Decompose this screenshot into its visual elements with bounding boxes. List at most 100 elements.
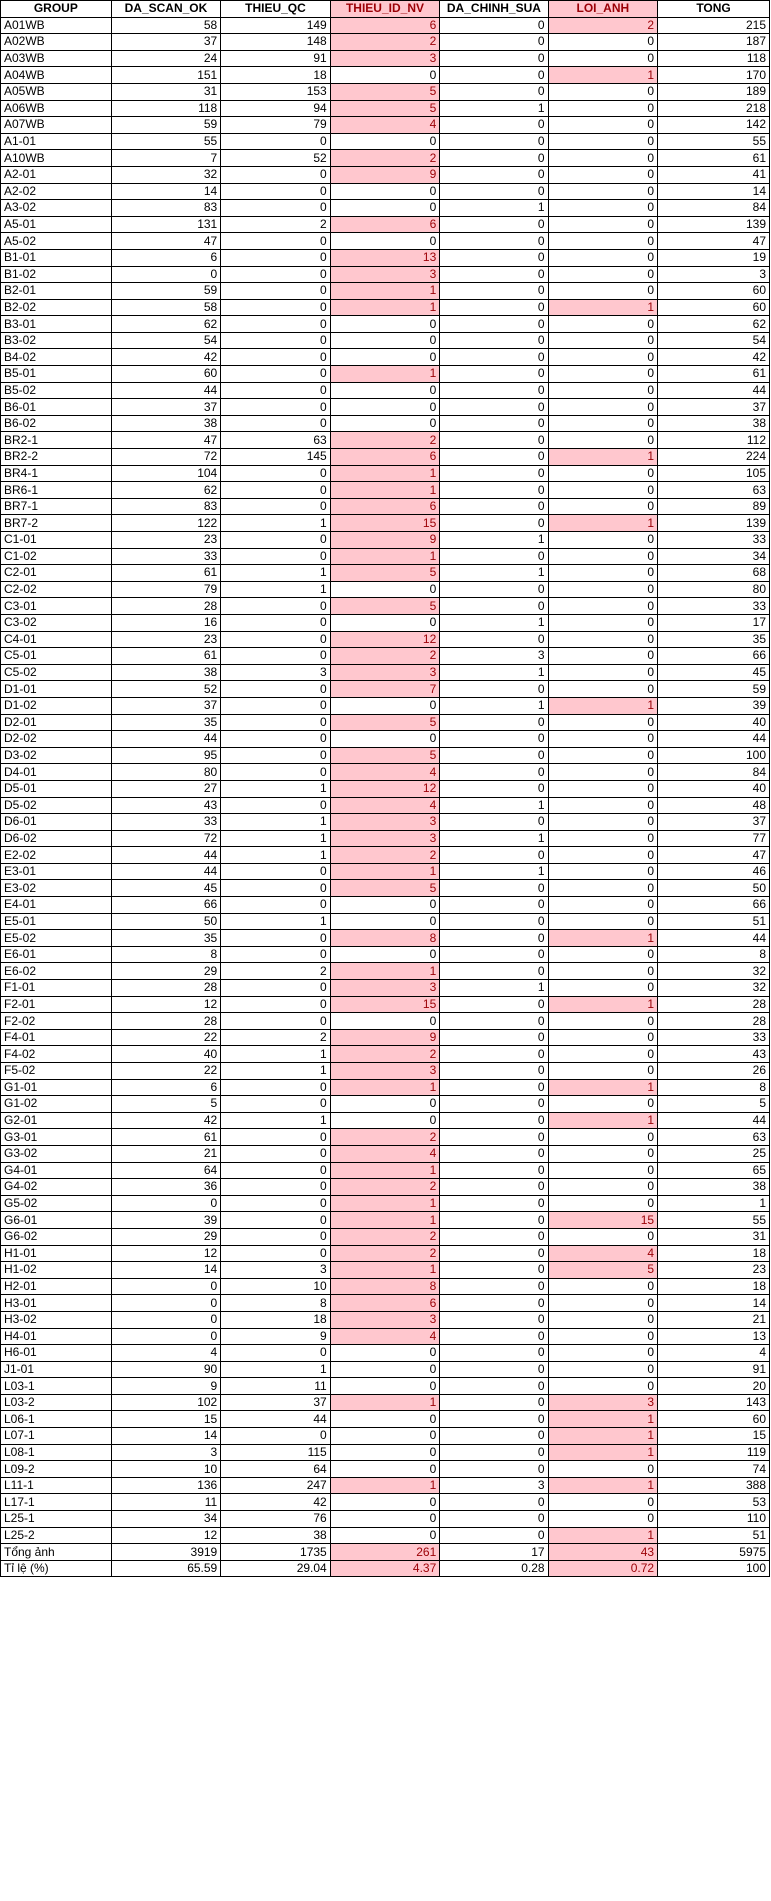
thieu-qc-cell[interactable]: 1 [220, 514, 331, 532]
loi-anh-cell[interactable]: 0 [547, 1095, 659, 1113]
thieu-id-nv-cell[interactable]: 4.37 [329, 1559, 441, 1578]
da-chinh-sua-cell[interactable]: 1 [439, 663, 549, 682]
loi-anh-cell[interactable]: 0 [547, 1460, 659, 1478]
loi-anh-cell[interactable]: 1 [547, 1526, 659, 1545]
thieu-id-nv-cell[interactable]: 2 [329, 1045, 441, 1063]
thieu-id-nv-cell[interactable]: 0 [329, 912, 441, 931]
group-cell[interactable]: C5-02 [0, 663, 112, 682]
group-cell[interactable]: BR7-1 [0, 497, 112, 516]
thieu-qc-cell[interactable]: 1 [220, 580, 331, 599]
tong-cell[interactable]: 63 [657, 1128, 770, 1146]
tong-cell[interactable]: 50 [657, 879, 770, 898]
thieu-qc-cell[interactable]: 0 [220, 1344, 331, 1362]
thieu-id-nv-cell[interactable]: 0 [329, 1095, 441, 1113]
da-scan-ok-cell[interactable]: 136 [110, 1476, 222, 1495]
thieu-id-nv-cell[interactable]: 0 [329, 414, 441, 433]
da-scan-ok-cell[interactable]: 37 [110, 696, 222, 715]
thieu-qc-cell[interactable]: 79 [220, 116, 331, 134]
tong-cell[interactable]: 18 [657, 1277, 770, 1296]
thieu-id-nv-cell[interactable]: 5 [329, 99, 441, 118]
tong-cell[interactable]: 21 [657, 1310, 770, 1329]
da-chinh-sua-cell[interactable]: 0 [439, 1161, 549, 1180]
loi-anh-cell[interactable]: 0 [547, 1493, 659, 1512]
thieu-qc-cell[interactable]: 0 [220, 730, 331, 748]
thieu-qc-cell[interactable]: 0 [220, 414, 331, 433]
loi-anh-cell[interactable]: 0 [547, 796, 659, 815]
da-chinh-sua-cell[interactable]: 0 [439, 132, 549, 151]
thieu-qc-cell[interactable]: 0 [220, 763, 331, 781]
tong-cell[interactable]: 38 [657, 1178, 770, 1196]
loi-anh-cell[interactable]: 0 [547, 746, 659, 765]
loi-anh-cell[interactable]: 5 [547, 1261, 659, 1279]
da-scan-ok-cell[interactable]: 21 [110, 1144, 222, 1163]
thieu-qc-cell[interactable]: 0 [220, 1128, 331, 1146]
group-cell[interactable]: L25-2 [0, 1526, 112, 1545]
thieu-id-nv-cell[interactable]: 3 [329, 663, 441, 682]
da-chinh-sua-cell[interactable]: 0 [439, 1211, 549, 1229]
thieu-qc-cell[interactable]: 0 [220, 630, 331, 649]
group-cell[interactable]: BR4-1 [0, 464, 112, 483]
group-cell[interactable]: L03-2 [0, 1393, 112, 1412]
thieu-qc-cell[interactable]: 3 [220, 1261, 331, 1279]
da-chinh-sua-cell[interactable]: 0 [439, 1377, 549, 1395]
da-scan-ok-cell[interactable]: 62 [110, 315, 222, 333]
thieu-qc-cell[interactable]: 0 [220, 929, 331, 947]
tong-cell[interactable]: 60 [657, 298, 770, 317]
tong-cell[interactable]: 53 [657, 1493, 770, 1512]
thieu-id-nv-cell[interactable]: 2 [329, 1178, 441, 1196]
da-chinh-sua-cell[interactable]: 0 [439, 597, 549, 615]
loi-anh-cell[interactable]: 0 [547, 331, 659, 350]
da-scan-ok-cell[interactable]: 27 [110, 779, 222, 798]
da-chinh-sua-cell[interactable]: 1 [439, 696, 549, 715]
tong-cell[interactable]: 17 [657, 613, 770, 632]
group-cell[interactable]: J1-01 [0, 1360, 112, 1379]
thieu-id-nv-cell[interactable]: 261 [329, 1543, 441, 1561]
da-scan-ok-cell[interactable]: 31 [110, 82, 222, 101]
da-scan-ok-cell[interactable]: 11 [110, 1493, 222, 1512]
thieu-qc-cell[interactable]: 0 [220, 182, 331, 201]
loi-anh-cell[interactable]: 1 [547, 1410, 659, 1429]
da-scan-ok-cell[interactable]: 66 [110, 896, 222, 914]
da-chinh-sua-cell[interactable]: 0 [439, 16, 549, 35]
group-cell[interactable]: B5-01 [0, 365, 112, 383]
thieu-id-nv-cell[interactable]: 0 [329, 315, 441, 333]
group-cell[interactable]: D4-01 [0, 763, 112, 781]
tong-cell[interactable]: 48 [657, 796, 770, 815]
da-chinh-sua-cell[interactable]: 0 [439, 929, 549, 947]
thieu-id-nv-cell[interactable]: 9 [329, 531, 441, 549]
group-cell[interactable]: C2-02 [0, 580, 112, 599]
tong-cell[interactable]: 65 [657, 1161, 770, 1180]
loi-anh-cell[interactable]: 0 [547, 1377, 659, 1395]
thieu-qc-cell[interactable]: 91 [220, 49, 331, 68]
col-header-group[interactable]: GROUP [0, 0, 112, 18]
da-chinh-sua-cell[interactable]: 0 [439, 331, 549, 350]
thieu-id-nv-cell[interactable]: 3 [329, 49, 441, 68]
thieu-qc-cell[interactable]: 148 [220, 33, 331, 51]
group-cell[interactable]: A3-02 [0, 199, 112, 217]
loi-anh-cell[interactable]: 1 [547, 696, 659, 715]
group-cell[interactable]: B5-02 [0, 381, 112, 400]
thieu-qc-cell[interactable]: 0 [220, 1078, 331, 1097]
tong-cell[interactable]: 28 [657, 995, 770, 1014]
da-scan-ok-cell[interactable]: 6 [110, 1078, 222, 1097]
da-chinh-sua-cell[interactable]: 0 [439, 282, 549, 300]
tong-cell[interactable]: 118 [657, 49, 770, 68]
loi-anh-cell[interactable]: 0 [547, 813, 659, 831]
da-chinh-sua-cell[interactable]: 0 [439, 431, 549, 450]
thieu-qc-cell[interactable]: 0 [220, 282, 331, 300]
loi-anh-cell[interactable]: 15 [547, 1211, 659, 1229]
da-scan-ok-cell[interactable]: 15 [110, 1410, 222, 1429]
da-chinh-sua-cell[interactable]: 0 [439, 1062, 549, 1080]
tong-cell[interactable]: 47 [657, 232, 770, 250]
loi-anh-cell[interactable]: 0 [547, 1194, 659, 1213]
loi-anh-cell[interactable]: 0 [547, 265, 659, 284]
thieu-id-nv-cell[interactable]: 8 [329, 1277, 441, 1296]
loi-anh-cell[interactable]: 0 [547, 82, 659, 101]
da-chinh-sua-cell[interactable]: 0 [439, 1012, 549, 1030]
tong-cell[interactable]: 37 [657, 398, 770, 416]
da-scan-ok-cell[interactable]: 42 [110, 348, 222, 367]
tong-cell[interactable]: 110 [657, 1510, 770, 1528]
loi-anh-cell[interactable]: 0 [547, 1045, 659, 1063]
thieu-id-nv-cell[interactable]: 1 [329, 1261, 441, 1279]
thieu-id-nv-cell[interactable]: 15 [329, 995, 441, 1014]
